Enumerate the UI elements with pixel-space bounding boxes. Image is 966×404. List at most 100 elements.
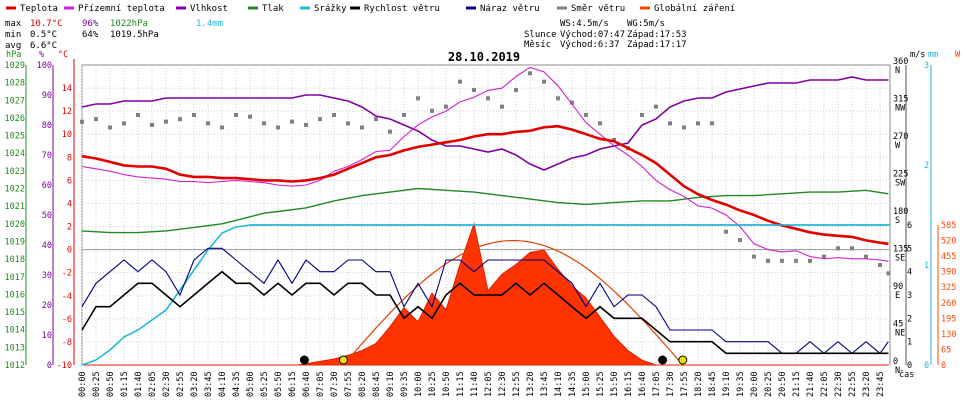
tick-press-16: 1028 <box>5 79 25 89</box>
tick-x-3: 01:15 <box>120 371 130 397</box>
tick-rain-1: 1 <box>924 261 929 271</box>
stat-min-label: min <box>5 30 21 40</box>
tick-x-4: 01:40 <box>134 371 144 397</box>
wind-dir-point-54 <box>836 246 840 251</box>
tick-x-57: 23:45 <box>876 371 886 397</box>
tick-dir-name-8: N <box>895 66 900 76</box>
tick-x-43: 17:55 <box>680 371 690 397</box>
tick-rad-4: 260 <box>941 299 956 309</box>
wind-dir-point-24 <box>416 96 420 101</box>
legend-label-3: Tlak <box>262 4 284 14</box>
tick-dir-name-6: W <box>895 141 901 151</box>
tick-x-52: 21:40 <box>806 371 816 397</box>
tick-x-15: 06:15 <box>288 371 298 397</box>
tick-wind-0: 0 <box>907 361 912 371</box>
marker-sunrise <box>338 355 348 365</box>
tick-rad-0: 0 <box>941 361 946 371</box>
wind-dir-point-36 <box>584 113 588 117</box>
tick-hum-9: 90 <box>42 91 52 101</box>
wind-dir-point-18 <box>332 113 336 117</box>
wind-dir-point-4 <box>136 113 140 117</box>
series-wind-gust <box>81 247 889 355</box>
tick-x-23: 09:35 <box>400 371 410 397</box>
tick-x-36: 15:00 <box>582 371 592 397</box>
wind-dir-point-34 <box>556 96 560 101</box>
tick-x-55: 22:55 <box>848 371 858 397</box>
tick-x-1: 00:25 <box>92 371 102 397</box>
tick-x-42: 17:30 <box>666 371 676 397</box>
tick-x-9: 03:45 <box>204 371 214 397</box>
tick-temp-12: 14 <box>62 84 72 94</box>
tick-press-2: 1014 <box>5 326 25 336</box>
wind-dir-point-29 <box>486 96 490 101</box>
tick-press-8: 1020 <box>5 220 25 230</box>
tick-x-29: 12:05 <box>484 371 494 397</box>
wind-dir-point-46 <box>724 229 728 234</box>
wind-dir-point-5 <box>150 123 154 127</box>
wind-dir-point-2 <box>108 125 112 130</box>
wind-dir-point-35 <box>570 100 574 105</box>
tick-press-12: 1024 <box>5 149 25 159</box>
wind-dir-point-45 <box>710 121 714 126</box>
tick-x-54: 22:30 <box>834 371 844 397</box>
tick-dir-name-3: SE <box>895 254 905 264</box>
tick-press-9: 1021 <box>5 202 25 212</box>
wind-dir-point-26 <box>444 104 448 109</box>
wind-dir-point-25 <box>430 108 434 113</box>
tick-press-7: 1019 <box>5 237 25 247</box>
tick-x-35: 14:35 <box>568 371 578 397</box>
tick-temp-7: 4 <box>67 199 72 209</box>
wind-dir-point-31 <box>514 88 518 92</box>
tick-temp-1: -8 <box>62 338 72 348</box>
marker-sunset <box>678 355 688 365</box>
wind-dir-point-52 <box>808 258 812 263</box>
wind-dir-point-50 <box>780 258 784 263</box>
stat-min-temp: 0.5°C <box>30 30 57 40</box>
info-sun-rise: Východ:07:47 <box>560 30 625 40</box>
wind-dir-point-3 <box>122 121 126 126</box>
tick-dir-8: 360 <box>893 57 908 67</box>
tick-wind-1: 1 <box>907 338 912 348</box>
tick-rad-3: 195 <box>941 314 956 324</box>
tick-rad-1: 65 <box>941 345 951 355</box>
wind-dir-point-10 <box>220 125 224 130</box>
unit-temp: °C <box>58 50 68 60</box>
tick-x-38: 15:50 <box>610 371 620 397</box>
wind-dir-point-28 <box>472 88 476 92</box>
tick-x-50: 20:50 <box>778 371 788 397</box>
legend: Teplota Přízemní teplota Vlhkost Tlak Srážky… <box>6 4 735 14</box>
tick-x-45: 18:45 <box>708 371 718 397</box>
wind-dir-point-53 <box>822 254 826 259</box>
tick-dir-1: 45 <box>893 320 903 330</box>
legend-label-2: Vlhkost <box>190 4 228 14</box>
stat-min-hum: 64% <box>82 30 99 40</box>
tick-dir-5: 225 <box>893 170 908 180</box>
wind-dir-point-14 <box>276 125 280 130</box>
tick-x-34: 14:10 <box>554 371 564 397</box>
tick-x-13: 05:25 <box>260 371 270 397</box>
series-temperature <box>81 124 889 246</box>
stat-max-rain: 1.4mm <box>196 19 223 29</box>
tick-x-33: 13:45 <box>540 371 550 397</box>
tick-x-25: 10:25 <box>428 371 438 397</box>
tick-hum-10: 100 <box>37 61 52 71</box>
tick-x-21: 08:45 <box>372 371 382 397</box>
info-sun-label: Slunce <box>524 30 557 40</box>
wind-dir-point-6 <box>164 119 168 124</box>
stat-avg-temp: 6.6°C <box>30 41 57 51</box>
tick-x-32: 13:20 <box>526 371 536 397</box>
wind-dir-point-27 <box>458 79 462 84</box>
tick-x-12: 05:00 <box>246 371 256 397</box>
chart-title: 28.10.2019 <box>448 50 520 64</box>
tick-x-47: 19:35 <box>736 371 746 397</box>
info-sun-set: Západ:17:53 <box>627 30 687 40</box>
tick-x-51: 21:15 <box>792 371 802 397</box>
tick-press-5: 1017 <box>5 273 25 283</box>
wind-dir-point-47 <box>738 238 742 242</box>
tick-temp-3: -4 <box>62 292 72 302</box>
tick-dir-name-2: E <box>895 291 900 301</box>
tick-x-24: 10:00 <box>414 371 424 397</box>
legend-label-5: Rychlost větru <box>364 4 440 14</box>
tick-x-17: 07:05 <box>316 371 326 397</box>
